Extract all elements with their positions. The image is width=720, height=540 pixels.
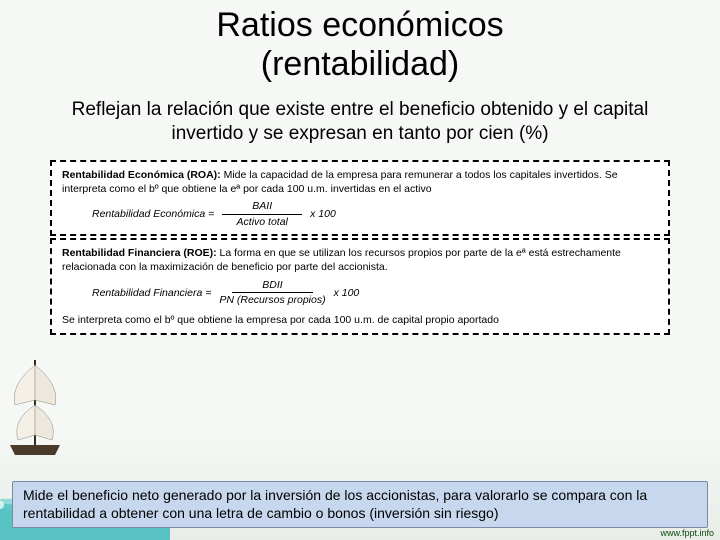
roa-times-100: x 100 xyxy=(310,207,336,221)
roa-numerator: BAII xyxy=(222,200,302,215)
roe-fraction: BDII PN (Recursos propios) xyxy=(219,279,325,307)
roa-fraction: BAII Activo total xyxy=(222,200,302,228)
roa-heading: Rentabilidad Económica (ROA): xyxy=(62,169,221,181)
ratio-boxes-container: Rentabilidad Económica (ROA): Mide la ca… xyxy=(50,160,670,335)
roe-denominator: PN (Recursos propios) xyxy=(219,293,325,307)
roa-denominator: Activo total xyxy=(237,215,288,229)
footer-attribution: www.fppt.info xyxy=(660,528,714,538)
roe-description: Rentabilidad Financiera (ROE): La forma … xyxy=(62,246,658,278)
roa-box: Rentabilidad Económica (ROA): Mide la ca… xyxy=(50,160,670,237)
roe-heading: Rentabilidad Financiera (ROE): xyxy=(62,247,217,259)
ship-graphic xyxy=(0,350,80,460)
title-line-1: Ratios económicos xyxy=(216,6,503,44)
roe-formula: Rentabilidad Financiera = BDII PN (Recur… xyxy=(62,279,658,307)
roe-box: Rentabilidad Financiera (ROE): La forma … xyxy=(50,238,670,335)
roe-interpretation: Se interpreta como el bº que obtiene la … xyxy=(62,307,658,327)
title-line-2: (rentabilidad) xyxy=(261,45,459,83)
roa-formula: Rentabilidad Económica = BAII Activo tot… xyxy=(62,200,658,228)
roe-formula-label: Rentabilidad Financiera = xyxy=(92,286,211,300)
roe-times-100: x 100 xyxy=(334,286,360,300)
slide-title: Ratios económicos (rentabilidad) xyxy=(0,0,720,84)
bottom-note-box: Mide el beneficio neto generado por la i… xyxy=(12,481,708,528)
slide-subtitle: Reflejan la relación que existe entre el… xyxy=(0,84,720,156)
roe-numerator: BDII xyxy=(232,279,312,294)
roa-description: Rentabilidad Económica (ROA): Mide la ca… xyxy=(62,168,658,200)
roa-formula-label: Rentabilidad Económica = xyxy=(92,207,214,221)
